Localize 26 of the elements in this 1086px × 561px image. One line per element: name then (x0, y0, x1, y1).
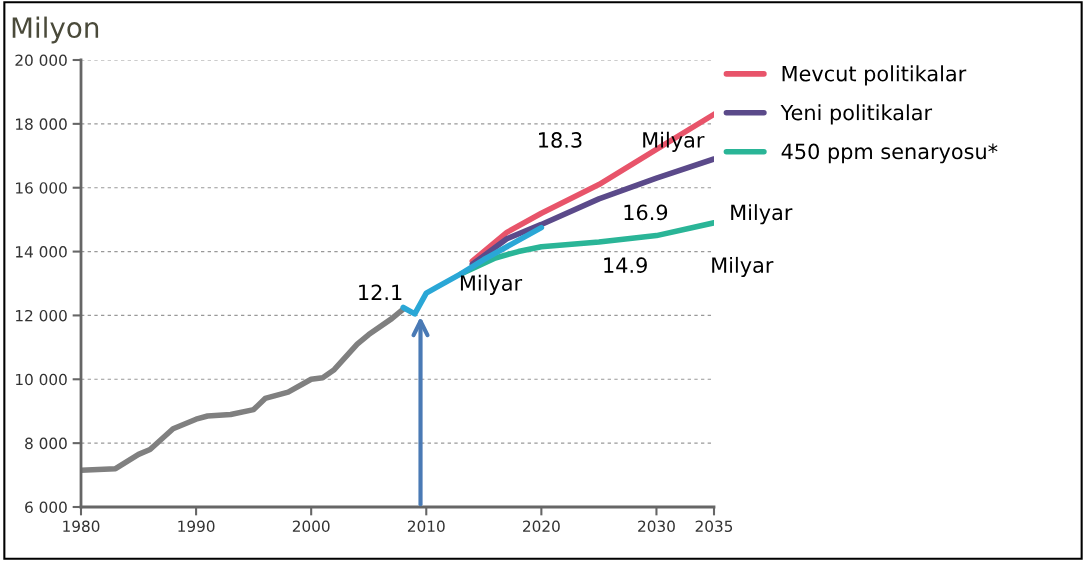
x-tick-label: 2030 (638, 520, 675, 533)
legend-label: Yeni politikalar (780, 104, 933, 125)
y-tick-label: 16 000 (16, 182, 67, 194)
y-axis-title: Milyon (12, 16, 99, 44)
x-tick-label: 2035 (695, 520, 733, 533)
annotation: 18.3 (539, 132, 582, 148)
y-tick-label: 18 000 (16, 118, 67, 130)
annotation: 14.9 (604, 257, 647, 274)
x-tick-label: 1980 (63, 520, 100, 533)
x-tick-label: 2010 (407, 520, 445, 533)
annotation: 12.1 (359, 284, 402, 300)
y-tick-label: 6 000 (25, 501, 67, 514)
y-tick-label: 12 000 (16, 309, 67, 322)
legend-label: 450 ppm senaryosu* (781, 143, 998, 164)
y-tick-label: 20 000 (15, 54, 67, 67)
y-tick-label: 14 000 (16, 246, 67, 258)
text: Milyar (731, 204, 793, 225)
annotation: 16.9 (624, 204, 668, 221)
x-tick-label: 1990 (178, 520, 215, 533)
x-tick-label: 2020 (523, 520, 560, 533)
annotation: Milyar (460, 274, 523, 295)
annotation: Milyar (712, 256, 774, 278)
legend-label: Mevcut politikalar (782, 65, 967, 86)
y-tick-label: 10 000 (16, 373, 67, 386)
y-tick-label: 8 000 (25, 437, 67, 450)
x-tick-label: 2000 (292, 520, 330, 533)
